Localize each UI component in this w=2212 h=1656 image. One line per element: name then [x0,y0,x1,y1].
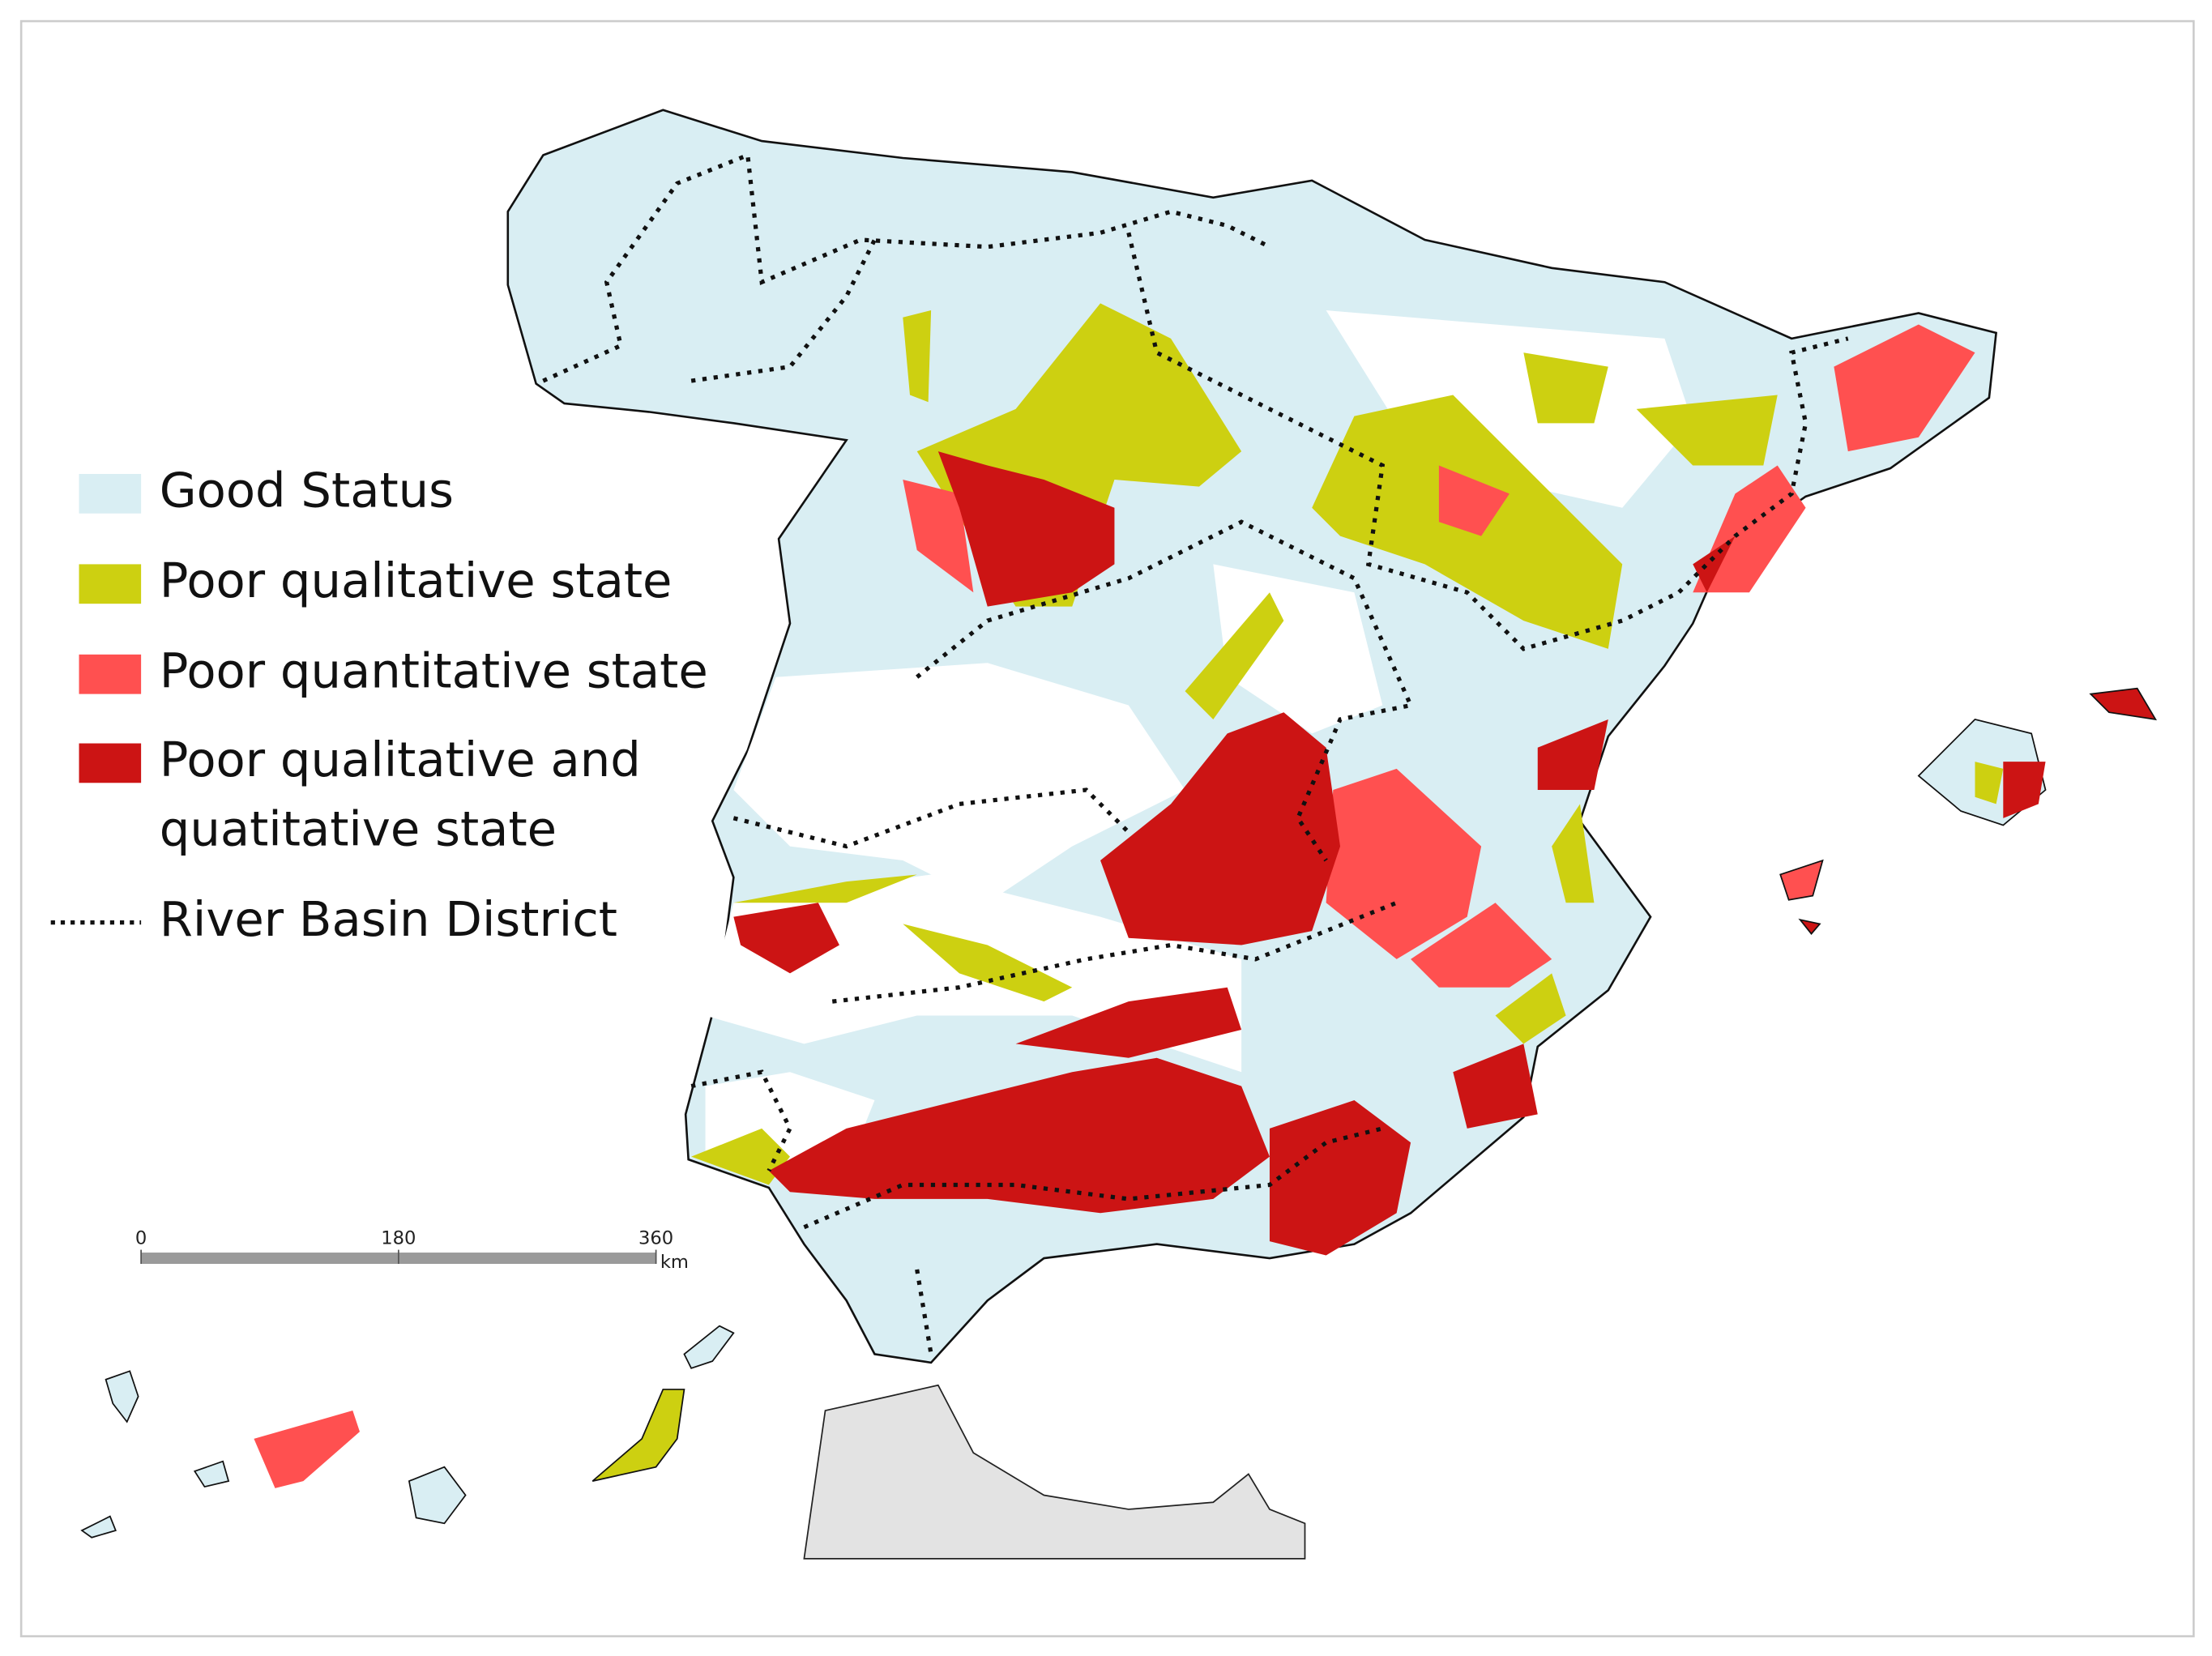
river-basin-lines [542,152,1849,1355]
legend-label: River Basin District [160,891,617,947]
legend-item: Good Status [79,462,454,518]
poor-both-areas [733,451,1736,1256]
legend: Good Status Poor qualitative state Poor qu… [50,462,708,947]
legend-label: quatitative state [160,800,557,856]
legend-swatch [79,564,142,604]
unassessed-areas [705,310,1693,1172]
legend-label: Poor qualitative state [160,553,673,608]
balearic-islands [1779,687,2158,935]
legend-swatch [79,473,142,514]
canary-islands [80,1325,735,1539]
legend-swatch [79,654,142,694]
legend-item: Poor quantitative state [79,642,708,698]
legend-item: Poor qualitative state [79,553,673,608]
legend-item: Poor qualitative and quatitative state [79,732,641,856]
scale-bar: 0 180 360 km [135,1228,689,1274]
scale-unit: km [660,1252,689,1273]
legend-label: Poor quantitative state [160,642,708,698]
legend-swatch [79,743,142,783]
scale-tick-label: 360 [638,1228,673,1249]
land-morocco [803,1384,1306,1560]
legend-item: River Basin District [50,891,617,947]
legend-label: Poor qualitative and [160,732,641,787]
legend-label: Good Status [160,462,454,518]
scale-tick-label: 0 [135,1228,147,1249]
scale-tick-label: 180 [381,1228,416,1249]
